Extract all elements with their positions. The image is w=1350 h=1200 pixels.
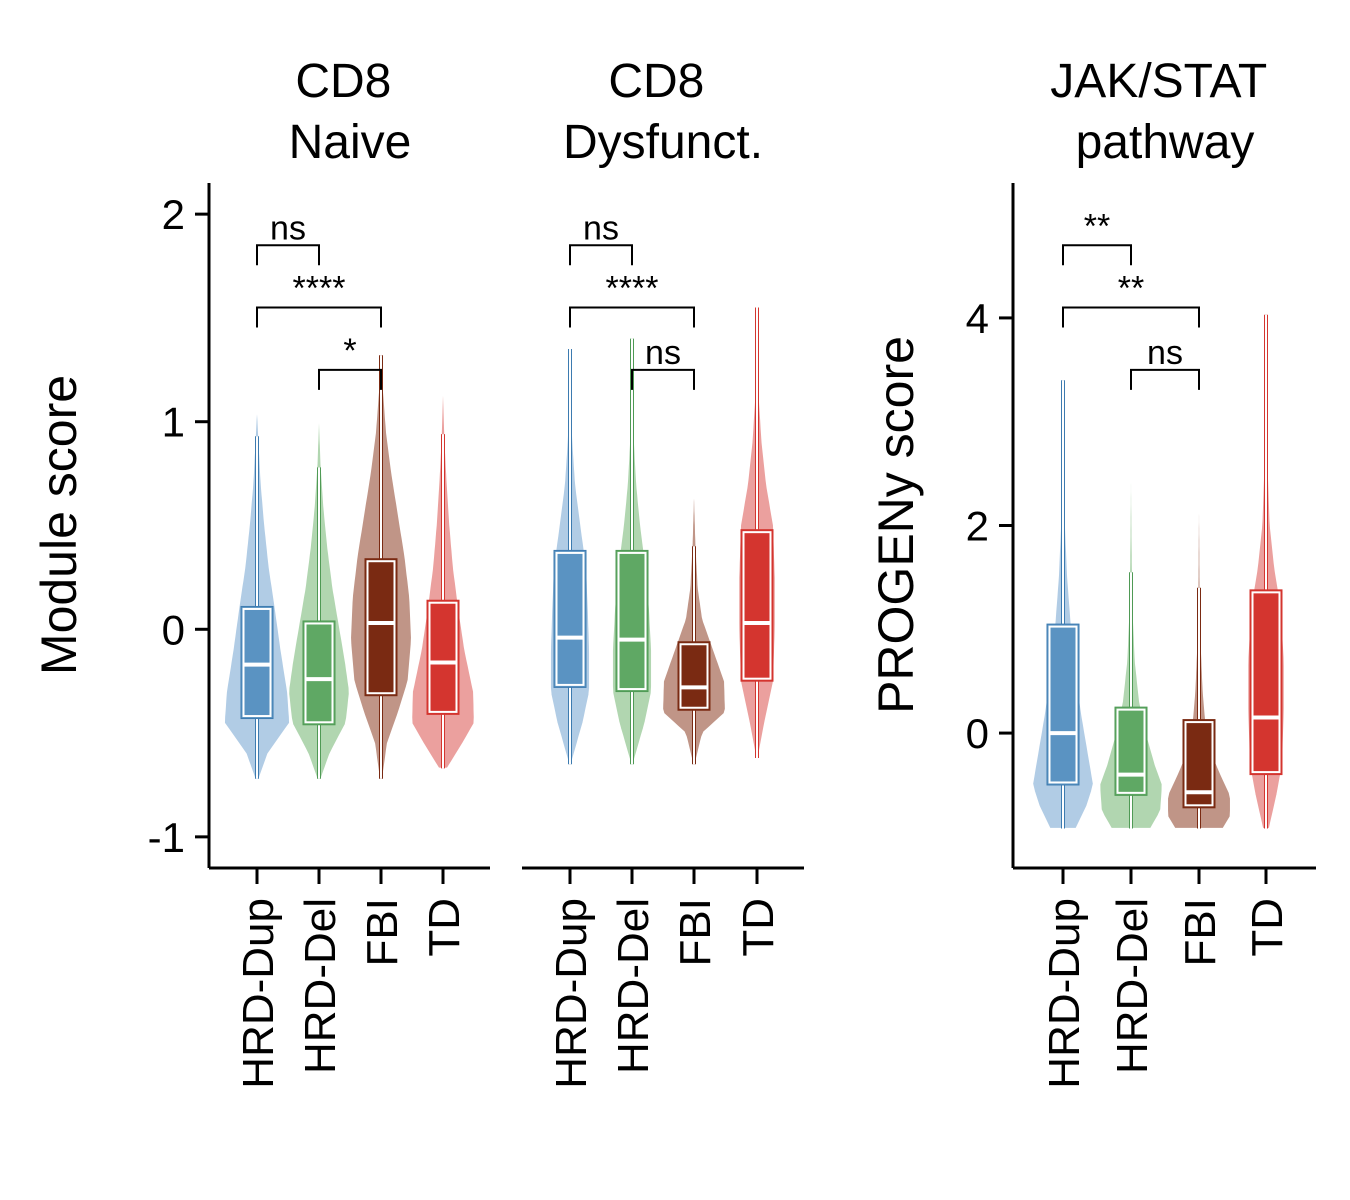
significance-bracket: **** bbox=[256, 270, 382, 328]
bracket-line bbox=[569, 244, 633, 266]
group-fbi bbox=[349, 354, 413, 780]
group-hrd-del bbox=[287, 414, 351, 780]
x-tick-label-fbi: FBI bbox=[1176, 898, 1225, 966]
group-fbi bbox=[661, 487, 727, 765]
x-tick-label-td: TD bbox=[420, 898, 469, 957]
panel-title-jak-stat: JAK/STAT pathway bbox=[1050, 55, 1279, 169]
x-tick-label-hrd-del: HRD-Del bbox=[609, 898, 658, 1074]
panel-title-cd8-dysfunct: CD8 Dysfunct. bbox=[563, 55, 763, 169]
bracket-line bbox=[318, 368, 382, 390]
box-td bbox=[1251, 591, 1281, 774]
group-hrd-dup bbox=[1031, 379, 1095, 830]
panel-jak-stat: JAK/STAT pathway PROGENy score 4 2 0 HRD-Du… bbox=[868, 55, 1316, 1089]
x-tick-label-fbi: FBI bbox=[671, 898, 720, 966]
group-td bbox=[1246, 314, 1286, 830]
panel-title-line-2: Naive bbox=[289, 116, 412, 169]
significance-label: ns bbox=[645, 334, 681, 372]
y-tick-label: 4 bbox=[966, 295, 989, 342]
significance-bracket: ** bbox=[1062, 207, 1132, 266]
significance-label: **** bbox=[606, 270, 659, 308]
significance-label: ** bbox=[1084, 207, 1110, 245]
box-td bbox=[742, 531, 772, 680]
group-td bbox=[737, 306, 777, 759]
bracket-line bbox=[569, 306, 695, 328]
significance-label: **** bbox=[293, 270, 346, 308]
box-hrd-del bbox=[617, 551, 647, 691]
significance-bracket: ns bbox=[569, 209, 633, 266]
y-tick-label: 2 bbox=[162, 191, 185, 238]
x-tick-label-hrd-del: HRD-Del bbox=[1108, 898, 1157, 1074]
panel-title-line-2: Dysfunct. bbox=[563, 116, 763, 169]
y-axis-title-progeny-score: PROGENy score bbox=[868, 336, 924, 714]
significance-bracket: ns bbox=[631, 334, 695, 390]
box-td bbox=[428, 601, 458, 713]
bracket-line bbox=[1062, 244, 1132, 266]
panel-title-line-2: pathway bbox=[1076, 116, 1255, 169]
significance-label: ns bbox=[1147, 334, 1183, 372]
significance-label: ns bbox=[270, 209, 306, 247]
bracket-line bbox=[256, 244, 320, 266]
x-tick-label-hrd-del: HRD-Del bbox=[296, 898, 345, 1074]
x-tick-label-td: TD bbox=[734, 898, 783, 957]
x-tick-label-hrd-dup: HRD-Dup bbox=[547, 898, 596, 1089]
significance-label: ** bbox=[1118, 270, 1144, 308]
y-tick-label: 0 bbox=[966, 710, 989, 757]
box-fbi bbox=[366, 560, 396, 695]
panel-title-line-1: CD8 bbox=[608, 55, 704, 108]
panel-title-line-1: CD8 bbox=[295, 55, 391, 108]
box-hrd-dup bbox=[242, 607, 272, 718]
box-fbi bbox=[679, 643, 709, 709]
y-tick-label: 0 bbox=[162, 606, 185, 653]
box-hrd-del bbox=[304, 622, 334, 724]
panel-title-line-1: JAK/STAT bbox=[1050, 55, 1267, 108]
significance-bracket: ns bbox=[1130, 334, 1200, 390]
group-fbi bbox=[1166, 467, 1232, 830]
significance-bracket: ns bbox=[256, 209, 320, 266]
group-hrd-del bbox=[611, 337, 653, 765]
panel-cd8-dysfunct: CD8 Dysfunct. HRD-Dup HRD-Del FBI TD ns **** n… bbox=[522, 55, 804, 1089]
bracket-line bbox=[1130, 368, 1200, 390]
significance-bracket: **** bbox=[569, 270, 695, 328]
panel-title-cd8-naive: CD8 Naive bbox=[289, 55, 412, 169]
x-tick-label-td: TD bbox=[1243, 898, 1292, 957]
y-tick-label: 2 bbox=[966, 503, 989, 550]
box-hrd-dup bbox=[555, 551, 585, 686]
significance-bracket: ** bbox=[1062, 270, 1200, 328]
bracket-line bbox=[256, 306, 382, 328]
significance-bracket: * bbox=[318, 332, 382, 390]
x-tick-label-hrd-dup: HRD-Dup bbox=[1040, 898, 1089, 1089]
y-axis-title-module-score: Module score bbox=[31, 375, 87, 675]
group-hrd-dup bbox=[223, 406, 291, 780]
panel-cd8-naive: CD8 Naive Module score 2 1 0 -1 HRD-Dup HRD-D… bbox=[31, 55, 490, 1089]
group-td bbox=[410, 383, 476, 770]
bracket-line bbox=[1062, 306, 1200, 328]
y-tick-label: -1 bbox=[148, 814, 185, 861]
y-tick-label: 1 bbox=[162, 399, 185, 446]
group-hrd-del bbox=[1098, 446, 1164, 830]
x-tick-label-hrd-dup: HRD-Dup bbox=[234, 898, 283, 1089]
box-hrd-del bbox=[1116, 708, 1146, 794]
bracket-line bbox=[631, 368, 695, 390]
significance-label: * bbox=[343, 332, 356, 370]
box-hrd-dup bbox=[1048, 625, 1078, 784]
group-hrd-dup bbox=[549, 348, 591, 765]
x-tick-label-fbi: FBI bbox=[358, 898, 407, 966]
plot-area-cd8-dysfunct: HRD-Dup HRD-Del FBI TD ns **** ns bbox=[522, 209, 804, 1089]
significance-label: ns bbox=[583, 209, 619, 247]
